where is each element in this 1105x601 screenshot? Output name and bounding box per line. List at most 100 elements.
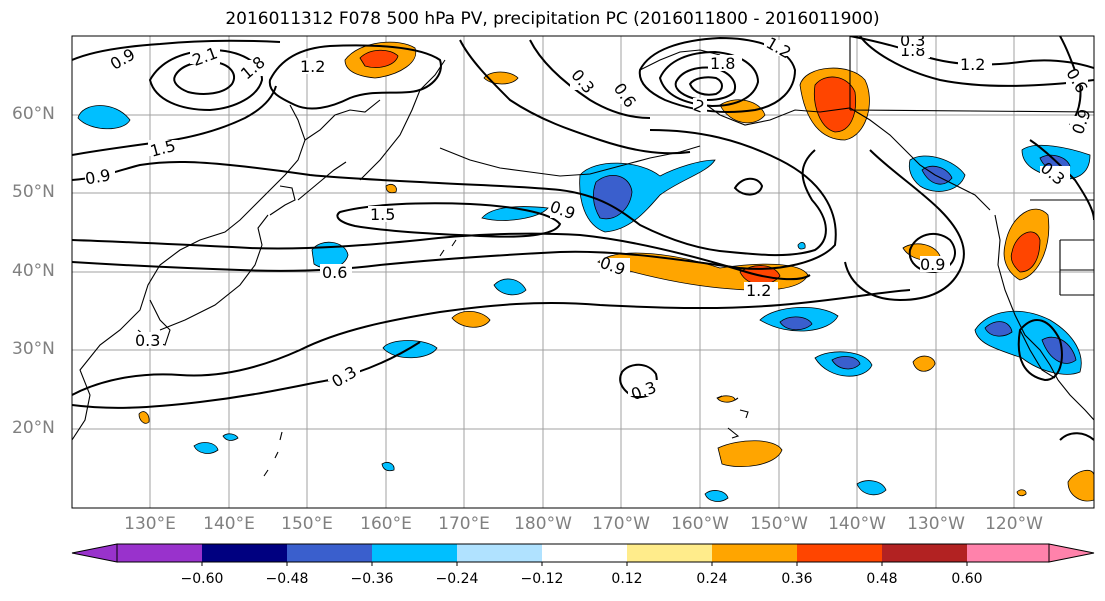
pv-contour-1.2 — [336, 202, 562, 238]
lon-label: 170°E — [438, 514, 490, 534]
lon-label: 170°W — [592, 514, 650, 534]
contour-label: 1.5 — [370, 205, 395, 224]
contour-label: 2.1 — [190, 43, 220, 70]
lat-label: 50°N — [12, 182, 55, 202]
colorbar-tick-label: 0.12 — [611, 571, 643, 587]
precip-negative-area — [481, 206, 549, 221]
pv-contour-1.2 — [638, 36, 797, 113]
colorbar-bin — [542, 544, 627, 562]
pv-contours — [72, 36, 1094, 441]
lon-label: 130°E — [124, 514, 176, 534]
lon-label: 130°W — [907, 514, 965, 534]
contour-label: 0.3 — [567, 65, 598, 97]
japan-north — [269, 185, 296, 216]
pv-contour-0.3 — [72, 341, 421, 409]
alaska-coast — [699, 99, 991, 211]
precip-positive-area — [1016, 489, 1027, 497]
colorbar-bin — [117, 544, 202, 562]
colorbar-lower-extension — [71, 543, 118, 563]
pv-contour-0.9 — [844, 149, 965, 302]
us-west-coast — [994, 214, 1059, 381]
precip-strong-positive-area — [1010, 231, 1041, 273]
precip-negative-area — [381, 462, 395, 472]
pv-contour-0.9 — [72, 149, 827, 257]
precip-positive-area — [912, 355, 936, 372]
precip-strong-negative-area — [779, 316, 813, 331]
lon-label: 140°W — [828, 514, 886, 534]
precip-strong-negative-area — [592, 175, 633, 220]
colorbar-bin — [372, 544, 457, 562]
colorbar-tick-label: 0.48 — [866, 571, 898, 587]
pv-contour-0.3 — [1059, 432, 1094, 441]
contour-label: 0.9 — [84, 165, 112, 188]
colorbar-tick-label: −0.36 — [350, 571, 394, 587]
colorbar-upper-extension — [1048, 543, 1095, 563]
precip-positive-area — [1067, 469, 1094, 502]
precip-strong-negative-area — [984, 321, 1013, 337]
precip-strong-positive-area — [813, 76, 857, 133]
pv-contour-0.3 — [72, 289, 911, 396]
lon-label: 120°W — [985, 514, 1043, 534]
colorbar-tick-label: −0.60 — [180, 571, 224, 587]
pv-contour-0.9 — [733, 177, 764, 196]
colorbar — [71, 543, 1095, 566]
contour-label: 0.3 — [135, 331, 160, 350]
kamchatka — [359, 59, 446, 181]
mexico-coast — [1057, 379, 1094, 421]
map-title: 2016011312 F078 500 hPa PV, precipitatio… — [225, 9, 880, 29]
contour-label: 1.2 — [300, 57, 325, 76]
lon-label: 150°E — [281, 514, 333, 534]
colorbar-bin — [797, 544, 882, 562]
lon-label: 150°W — [750, 514, 808, 534]
contour-label: 1.5 — [148, 136, 178, 161]
precip-shading — [77, 36, 1094, 502]
contour-label: 0.9 — [1068, 106, 1095, 136]
pv-contour-2.4 — [688, 76, 723, 96]
pv-contour-2 — [674, 66, 736, 101]
colorbar-bin — [882, 544, 967, 562]
pv-contour-1.5 — [72, 85, 277, 156]
colorbar-tick-label: −0.24 — [435, 571, 479, 587]
precip-positive-area — [138, 411, 150, 424]
lat-label: 20°N — [12, 418, 55, 438]
pv-contour-0.6 — [72, 129, 837, 272]
colorbar-tick-label: −0.48 — [265, 571, 309, 587]
precip-negative-area — [222, 433, 239, 441]
precip-strong-positive-area — [359, 49, 399, 68]
precip-negative-area — [704, 490, 729, 502]
colorbar-tick-label: −0.12 — [520, 571, 564, 587]
contour-label: 0.3 — [900, 31, 925, 50]
pv-contour-0.3 — [1017, 318, 1063, 382]
contour-label: 0.6 — [1062, 65, 1091, 97]
canada-border — [849, 36, 1094, 201]
hawaii — [717, 395, 749, 439]
lon-label: 160°E — [360, 514, 412, 534]
colorbar-bin — [287, 544, 372, 562]
pv-contour-1.2 — [268, 44, 442, 110]
contour-label: 1.2 — [960, 55, 985, 74]
map-plot-area: 0.9 2.1 1.8 1.2 1.5 0.9 1.5 0.6 0.3 0.3 … — [72, 31, 1095, 508]
pv-contour-0.9 — [72, 39, 281, 61]
lon-label: 180°W — [514, 514, 572, 534]
precip-negative-area — [856, 480, 887, 496]
precip-negative-area — [77, 105, 131, 130]
precip-negative-area — [493, 278, 527, 296]
colorbar-tick-label: 0.36 — [781, 571, 813, 587]
us-border — [1059, 239, 1094, 296]
lon-label: 140°E — [203, 514, 255, 534]
lat-label: 30°N — [12, 339, 55, 359]
map-frame — [71, 35, 1095, 509]
colorbar-bin — [627, 544, 712, 562]
okhotsk-coast — [304, 99, 381, 141]
pv-contour-1.2 — [859, 36, 1094, 87]
colorbar-tick-label: 0.24 — [696, 571, 728, 587]
contour-label: 1.2 — [746, 281, 771, 300]
precip-negative-area — [797, 242, 806, 250]
pv-contour-0.9 — [908, 232, 956, 274]
precip-strong-negative-area — [1041, 336, 1077, 364]
colorbar-bin — [712, 544, 797, 562]
contour-label: 0.9 — [920, 255, 945, 274]
precip-positive-area — [717, 440, 783, 467]
colorbar-frame — [116, 543, 1050, 563]
